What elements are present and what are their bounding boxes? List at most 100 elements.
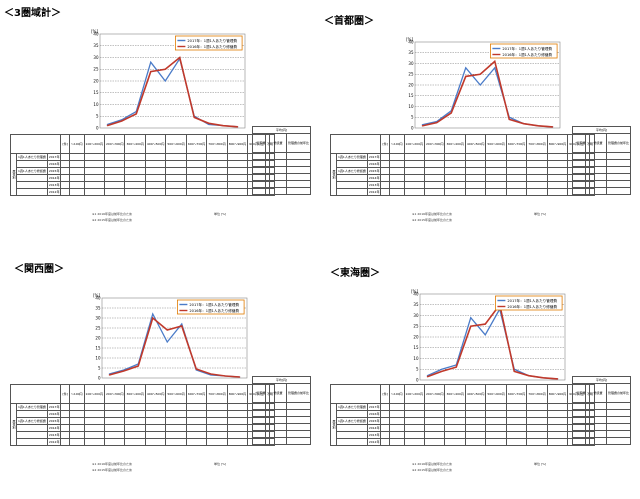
table-cell	[206, 181, 228, 189]
table-cell	[60, 188, 70, 196]
table-cell	[124, 174, 146, 182]
table-cell	[380, 403, 390, 411]
table-cell	[388, 188, 405, 196]
table-cell	[403, 431, 426, 439]
row-label: 1週1人あたり修繕費	[16, 167, 48, 175]
y-tick-label: 15	[95, 345, 101, 350]
row-year: 2016年	[46, 160, 62, 168]
average-cell	[605, 159, 632, 167]
table-cell	[485, 167, 507, 175]
table-row: 2016年	[11, 410, 275, 418]
average-cell	[269, 402, 287, 410]
column-header: [件]	[60, 384, 70, 404]
y-tick-label: 20	[408, 82, 414, 87]
y-tick-label: 25	[95, 325, 101, 330]
table-cell	[380, 153, 390, 161]
table-cell	[144, 424, 167, 432]
average-cell	[269, 437, 287, 445]
table-cell	[83, 167, 106, 175]
table-cell	[185, 417, 208, 425]
average-cell	[572, 166, 590, 174]
table-cell	[83, 174, 106, 182]
table-cell	[388, 181, 405, 189]
column-header: 100〜200円	[83, 134, 106, 154]
column-header: 〜100円	[68, 134, 85, 154]
chart-tokai: [%] 0 5 10 15 20 25 30 35 40 2017年：1週1人あたり管理費2016年…	[411, 289, 566, 382]
data-point	[181, 323, 183, 325]
table-cell	[60, 431, 70, 439]
row-label	[16, 174, 48, 182]
data-point	[523, 123, 525, 125]
average-cell	[252, 187, 270, 195]
table-cell	[68, 160, 85, 168]
average-row	[572, 416, 632, 424]
average-cell	[589, 173, 607, 181]
y-tick-label: 10	[93, 102, 99, 107]
table-cell	[444, 410, 466, 418]
table-cell	[165, 188, 187, 196]
column-header: 300〜400円	[444, 134, 466, 154]
table-row: 2013年	[11, 431, 275, 439]
average-cell	[589, 152, 607, 160]
table-cell	[185, 438, 208, 446]
data-point	[150, 71, 152, 73]
average-cell	[605, 409, 632, 417]
table-cell	[165, 160, 187, 168]
average-row	[252, 159, 312, 167]
legend-label: 2016年：1週1人あたり修繕費	[189, 308, 239, 313]
average-cell	[285, 409, 312, 417]
row-label	[336, 188, 368, 196]
average-cell	[572, 430, 590, 438]
table-cell	[83, 431, 106, 439]
panel-3-areas: ＜3圏域計＞ [%] 0 5 10 15 20 25 30 35 40 2017年：1週1人あたり管…	[0, 0, 320, 249]
footnote: ※2 2015年度は前年比のため	[92, 468, 133, 472]
data-point	[152, 317, 154, 319]
table-cell	[144, 174, 167, 182]
column-header: 800〜900円	[546, 134, 569, 154]
average-cell	[589, 159, 607, 167]
average-row	[252, 409, 312, 417]
y-tick-label: 30	[408, 61, 414, 66]
data-table: [件] 〜100円 100〜200円 200〜300円 300〜400円 400〜500円…	[9, 384, 275, 446]
table-cell	[226, 403, 249, 411]
table-cell	[464, 438, 487, 446]
data-point	[237, 126, 239, 128]
table-cell	[485, 410, 507, 418]
table-cell	[464, 167, 487, 175]
footnote: ※2 2015年度は前年比のため	[92, 218, 133, 222]
average-cell	[572, 152, 590, 160]
column-header: 300〜400円	[444, 384, 466, 404]
column-header: 700〜800円	[526, 384, 548, 404]
legend-label: 2016年：1週1人あたり修繕費	[502, 52, 552, 57]
table-cell	[124, 410, 146, 418]
average-cell	[572, 173, 590, 181]
data-point	[465, 67, 467, 69]
table-cell	[464, 410, 487, 418]
average-column-header: 修繕費	[269, 133, 287, 153]
average-row	[572, 187, 632, 195]
data-point	[166, 329, 168, 331]
table-row: 属性別 1週1人あたり管理費 2017年	[330, 153, 595, 196]
table-cell	[124, 417, 146, 425]
row-label	[336, 174, 368, 182]
table-cell	[103, 174, 126, 182]
table-cell	[144, 188, 167, 196]
table-cell	[68, 410, 85, 418]
table-cell	[464, 188, 487, 196]
table-cell	[206, 160, 228, 168]
data-table: [件] 〜100円 100〜200円 200〜300円 300〜400円 400〜500円…	[9, 134, 275, 196]
table-cell	[165, 431, 187, 439]
table-cell	[444, 160, 466, 168]
table-cell	[403, 417, 426, 425]
row-label	[336, 181, 368, 189]
table-cell	[103, 431, 126, 439]
table-cell	[380, 410, 390, 418]
average-column-header: 管理費	[252, 383, 270, 403]
footnote: ※1 2016年度は前年比のため	[412, 212, 453, 216]
table-cell	[423, 410, 446, 418]
table-row: 属性別 1週1人あたり管理費 2017年	[10, 403, 275, 446]
column-header: 200〜300円	[423, 134, 446, 154]
average-cell	[269, 430, 287, 438]
table-cell	[124, 181, 146, 189]
legend-box	[175, 35, 243, 51]
